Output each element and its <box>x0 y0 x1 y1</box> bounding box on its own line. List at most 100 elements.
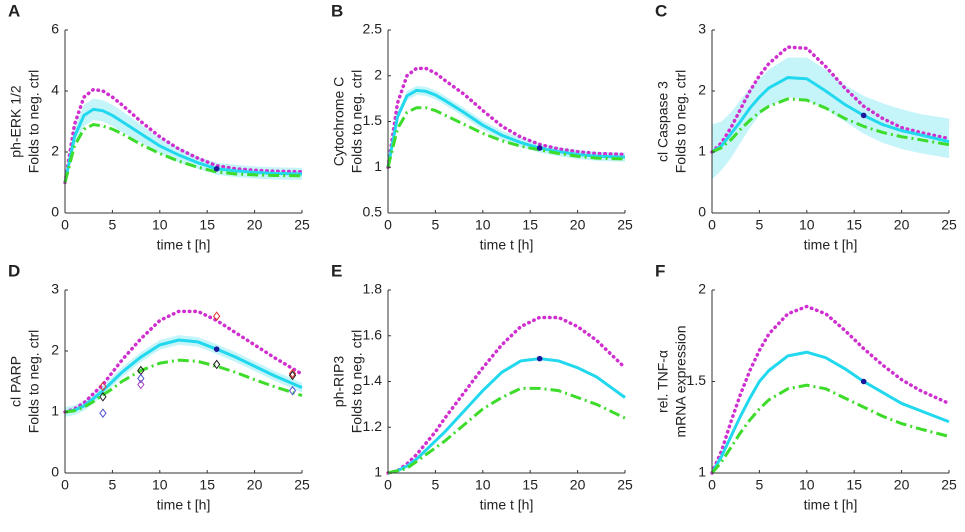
y-tick-label: 4 <box>51 82 59 98</box>
y-tick-label: 1 <box>698 143 706 159</box>
x-tick-label: 25 <box>941 217 957 233</box>
x-tick-label: 10 <box>152 217 168 233</box>
y-axis-label: ph-ERK 1/2 <box>8 85 24 158</box>
x-tick-label: 10 <box>475 477 491 493</box>
x-tick-label: 5 <box>756 217 764 233</box>
confidence-band <box>65 98 302 186</box>
series-line <box>386 315 627 475</box>
x-tick-label: 20 <box>570 477 586 493</box>
data-diamond <box>213 359 221 370</box>
x-tick-label: 20 <box>894 217 910 233</box>
panel-label: E <box>331 261 342 280</box>
series-line <box>387 386 626 475</box>
panel-label: A <box>8 1 20 20</box>
series-line <box>710 383 950 474</box>
x-tick-label: 15 <box>846 477 862 493</box>
y-tick-label: 1.2 <box>363 418 383 434</box>
data-point <box>860 112 867 119</box>
series-line <box>64 358 303 414</box>
confidence-band <box>388 85 625 170</box>
y-axis-label: rel. TNF-α <box>655 350 671 413</box>
x-tick-label: 0 <box>61 477 69 493</box>
x-axis-label: time t [h] <box>157 237 211 253</box>
x-tick-label: 15 <box>199 477 215 493</box>
series-line <box>63 107 303 183</box>
panel-label: C <box>655 1 667 20</box>
x-tick-label: 25 <box>294 477 310 493</box>
y-tick-label: 1 <box>698 464 706 480</box>
x-tick-label: 10 <box>799 217 815 233</box>
series-line <box>386 88 626 168</box>
y-tick-label: 1.5 <box>363 112 383 128</box>
data-diamond <box>99 408 107 419</box>
x-tick-label: 0 <box>61 217 69 233</box>
y-tick-label: 0 <box>51 204 59 220</box>
confidence-band <box>712 57 949 180</box>
x-tick-label: 10 <box>152 477 168 493</box>
x-tick-label: 0 <box>384 217 392 233</box>
data-point <box>536 145 543 151</box>
data-diamond <box>137 379 145 390</box>
y-tick-label: 2.5 <box>363 21 383 37</box>
x-tick-label: 0 <box>384 477 392 493</box>
y-axis-label: Folds to neg. ctrl <box>349 70 365 174</box>
x-tick-label: 0 <box>708 217 716 233</box>
x-tick-label: 25 <box>941 477 957 493</box>
series-line <box>711 76 950 154</box>
x-tick-label: 20 <box>570 217 586 233</box>
y-axis-label: Folds to neg. ctrl <box>26 330 42 434</box>
x-tick-label: 25 <box>617 217 633 233</box>
data-diamond <box>288 370 297 381</box>
y-axis-label: cl PARP <box>8 356 24 407</box>
series-line <box>63 309 304 414</box>
y-tick-label: 6 <box>51 21 59 37</box>
y-tick-label: 1.4 <box>363 372 383 388</box>
x-axis-label: time t [h] <box>480 237 534 253</box>
series-line <box>710 350 950 474</box>
x-tick-label: 25 <box>294 217 310 233</box>
y-axis-label: Cytochrome C <box>331 77 347 166</box>
y-axis-label: Folds to neg. ctrl <box>349 330 365 434</box>
series-line <box>711 97 950 154</box>
x-tick-label: 5 <box>109 217 117 233</box>
confidence-band <box>65 335 302 417</box>
data-point <box>536 355 543 362</box>
y-tick-label: 2 <box>374 66 382 82</box>
series-line <box>63 122 303 183</box>
x-tick-label: 10 <box>799 477 815 493</box>
x-axis-label: time t [h] <box>157 497 211 513</box>
data-point <box>213 165 220 172</box>
y-axis-label: Folds to neg. ctrl <box>673 70 689 174</box>
panel-label: D <box>8 261 20 280</box>
y-tick-label: 1.6 <box>363 326 383 342</box>
y-tick-label: 2 <box>51 342 59 358</box>
y-tick-label: 1 <box>374 158 382 174</box>
y-tick-label: 1.8 <box>363 281 383 297</box>
x-axis-label: time t [h] <box>804 497 858 513</box>
x-tick-label: 5 <box>109 477 117 493</box>
x-tick-label: 15 <box>846 217 862 233</box>
x-tick-label: 10 <box>475 217 491 233</box>
y-tick-label: 1 <box>374 464 382 480</box>
y-tick-label: 2 <box>698 281 706 297</box>
y-tick-label: 2 <box>51 143 59 159</box>
x-tick-label: 15 <box>199 217 215 233</box>
y-tick-label: 0.5 <box>363 204 383 220</box>
x-tick-label: 20 <box>247 217 263 233</box>
y-axis-label: ph-RIP3 <box>331 356 347 408</box>
panel-label: F <box>655 261 665 280</box>
x-tick-label: 5 <box>756 477 764 493</box>
data-point <box>213 346 220 352</box>
x-tick-label: 20 <box>247 477 263 493</box>
y-axis-label: mRNA expression <box>673 325 689 437</box>
x-tick-label: 5 <box>432 217 440 233</box>
data-diamond <box>137 373 145 384</box>
x-tick-label: 20 <box>894 477 910 493</box>
series-line <box>386 106 626 168</box>
x-axis-label: time t [h] <box>804 237 858 253</box>
data-diamond <box>99 381 107 392</box>
y-tick-label: 3 <box>698 21 706 37</box>
y-tick-label: 1.5 <box>687 372 707 388</box>
data-point <box>860 378 867 385</box>
